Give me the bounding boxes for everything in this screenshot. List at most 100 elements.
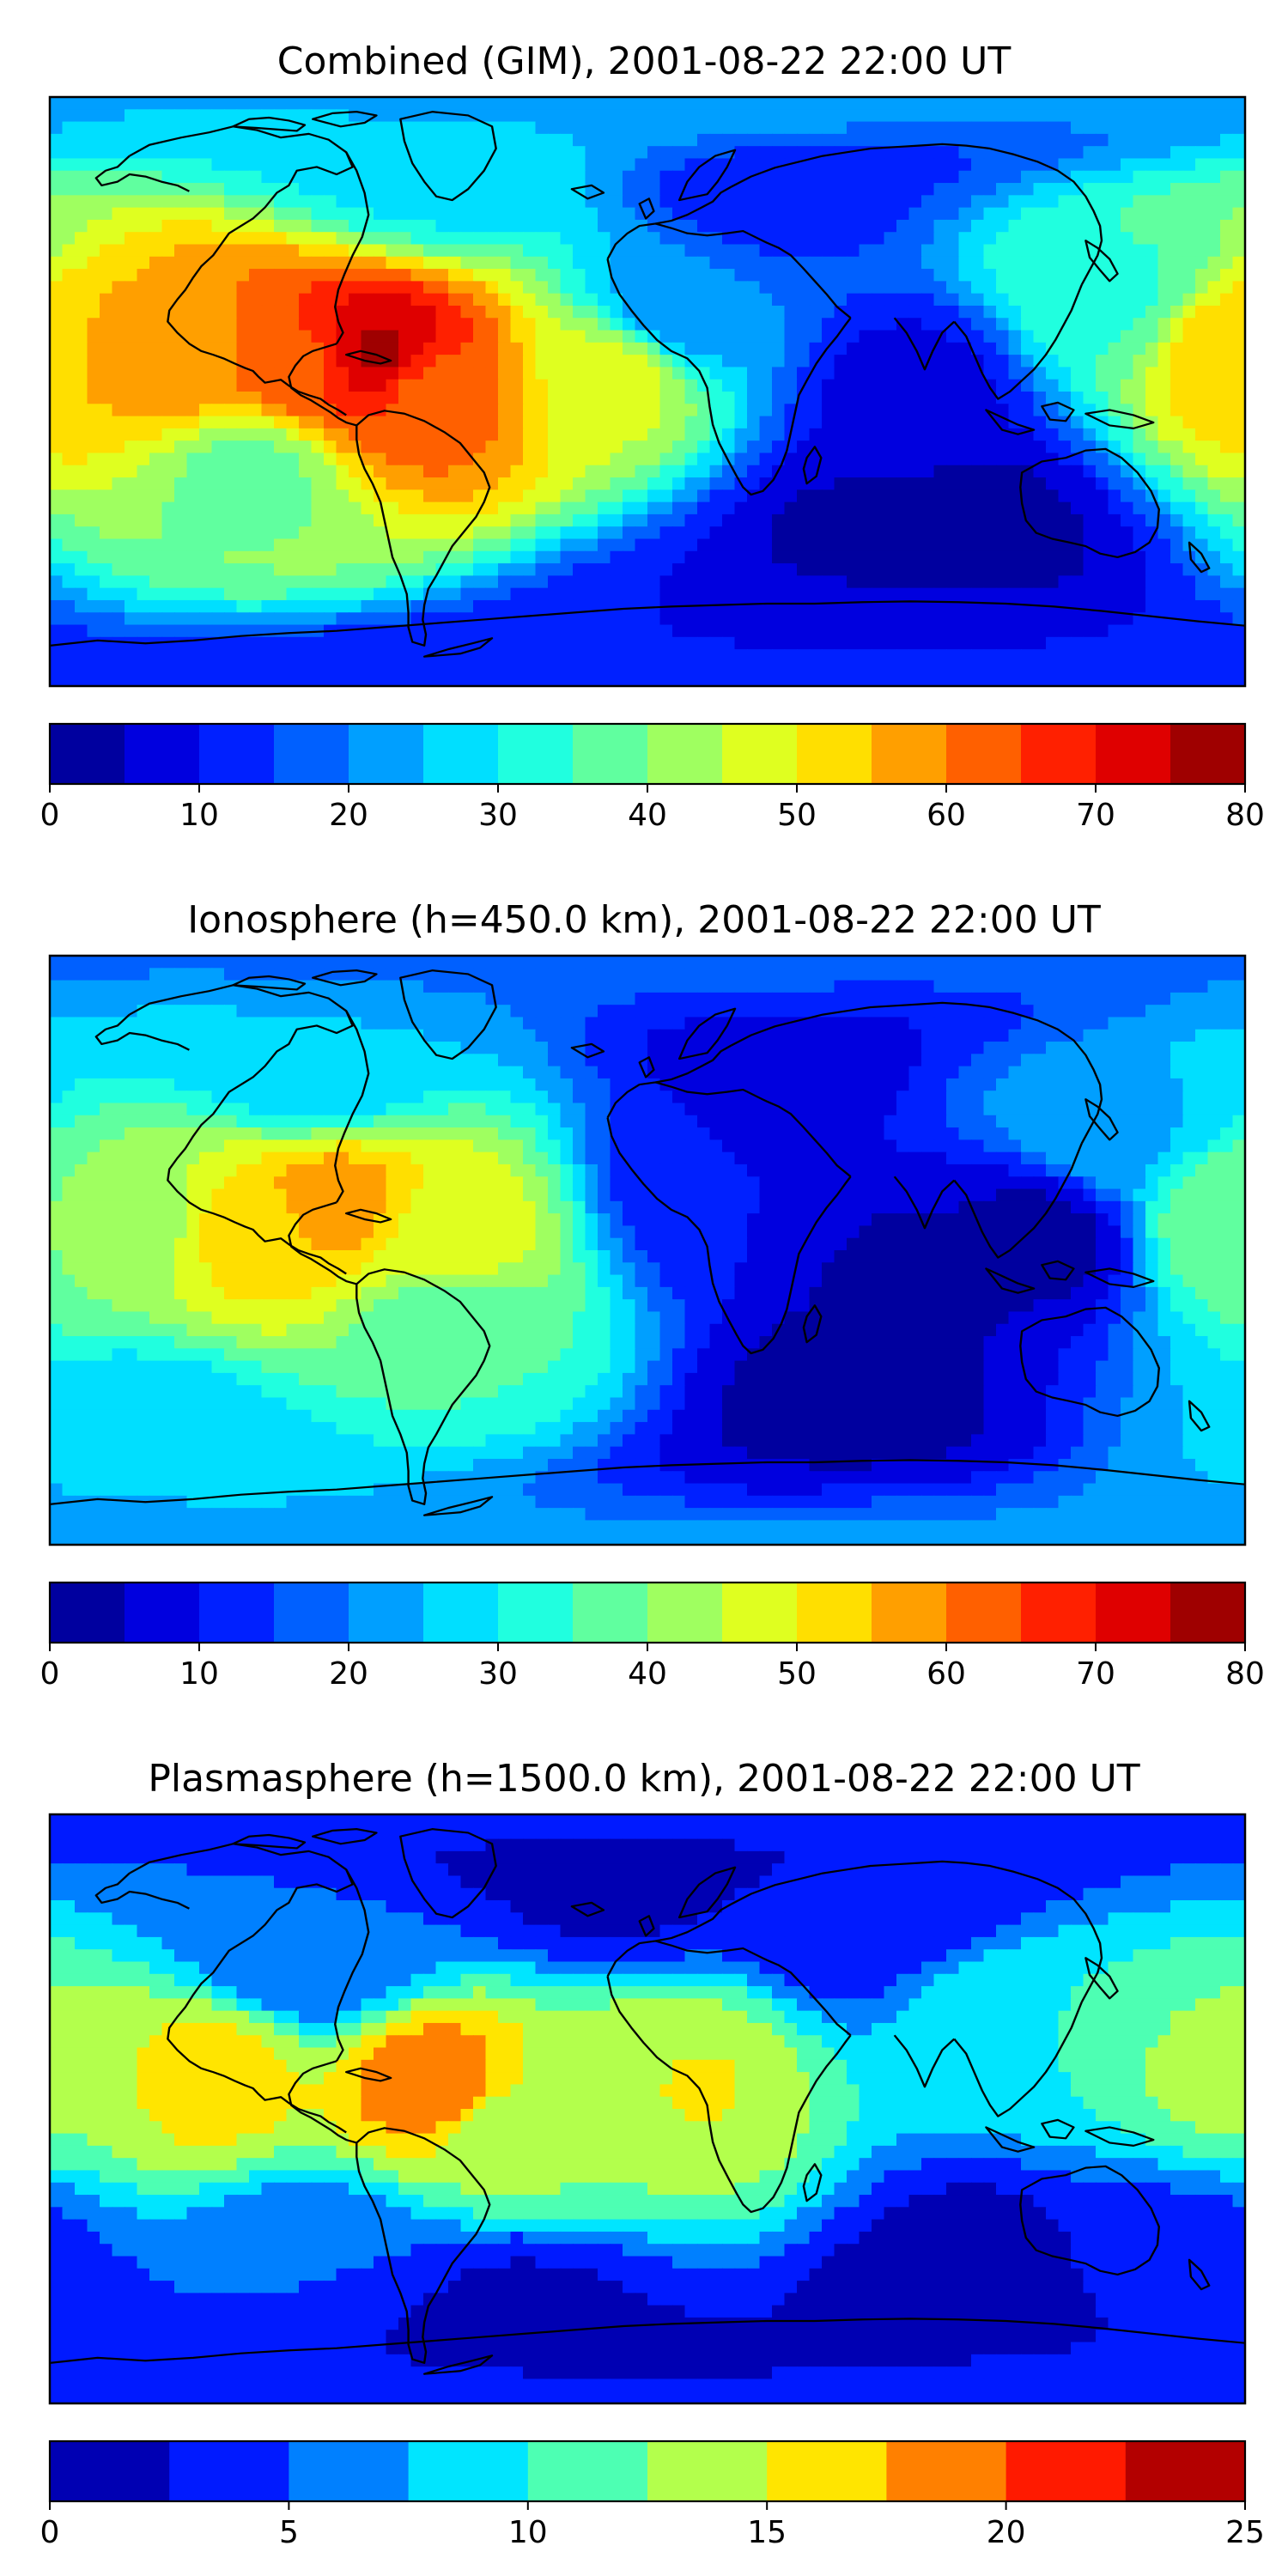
heat-cell bbox=[249, 305, 263, 319]
heat-cell bbox=[659, 661, 673, 675]
heat-cell bbox=[1071, 956, 1084, 969]
heat-cell bbox=[435, 305, 449, 319]
heat-cell bbox=[149, 281, 163, 295]
heat-cell bbox=[834, 465, 848, 478]
heat-cell bbox=[1108, 355, 1121, 368]
heat-cell bbox=[1170, 269, 1184, 283]
heat-cell bbox=[722, 195, 736, 209]
heat-cell bbox=[623, 207, 636, 221]
heat-cell bbox=[1121, 97, 1134, 111]
heat-cell bbox=[946, 158, 960, 172]
heat-cell bbox=[1220, 146, 1234, 160]
heat-cell bbox=[211, 183, 225, 197]
heat-cell bbox=[161, 97, 175, 111]
heat-cell bbox=[125, 513, 138, 528]
heat-cell bbox=[896, 563, 910, 577]
heat-cell bbox=[1157, 121, 1171, 135]
heat-cell bbox=[386, 587, 399, 601]
heat-cell bbox=[261, 513, 275, 528]
heat-cell bbox=[548, 281, 562, 295]
heat-cell bbox=[560, 661, 574, 675]
heat-cell bbox=[958, 538, 972, 552]
heat-cell bbox=[1046, 305, 1060, 319]
heat-cell bbox=[62, 453, 76, 466]
heat-cell bbox=[709, 649, 723, 663]
heat-cell bbox=[286, 355, 300, 368]
heat-cell bbox=[722, 513, 736, 528]
heat-cell bbox=[186, 636, 200, 650]
heat-cell bbox=[448, 624, 462, 638]
heat-cell bbox=[971, 538, 985, 552]
heat-cell bbox=[336, 538, 349, 552]
heat-cell bbox=[684, 318, 698, 331]
heat-cell bbox=[747, 612, 761, 626]
heat-cell bbox=[784, 599, 798, 614]
heat-cell bbox=[560, 305, 574, 319]
heat-cell bbox=[684, 121, 698, 135]
heat-cell bbox=[1170, 355, 1184, 368]
heat-cell bbox=[635, 281, 648, 295]
heat-cell bbox=[75, 956, 88, 969]
heat-cell bbox=[983, 624, 997, 638]
heat-cell bbox=[1232, 550, 1245, 564]
heat-cell bbox=[523, 526, 537, 540]
heat-cell bbox=[374, 477, 387, 491]
heat-cell bbox=[485, 624, 499, 638]
heat-cell bbox=[573, 649, 586, 663]
heat-cell bbox=[349, 367, 362, 380]
heat-cell bbox=[435, 330, 449, 343]
heat-cell bbox=[100, 404, 113, 417]
heat-cell bbox=[1157, 636, 1171, 650]
heat-cell bbox=[386, 392, 399, 405]
heat-cell bbox=[921, 489, 935, 503]
heat-cell bbox=[485, 109, 499, 123]
heat-cell bbox=[286, 636, 300, 650]
heat-cell bbox=[983, 244, 997, 258]
heat-cell bbox=[983, 661, 997, 675]
heat-cell bbox=[872, 465, 885, 478]
heat-cell bbox=[1157, 207, 1171, 221]
heat-cell bbox=[510, 587, 524, 601]
heat-cell bbox=[1207, 367, 1221, 380]
heat-cell bbox=[933, 636, 947, 650]
heat-cell bbox=[423, 526, 437, 540]
heat-cell bbox=[1033, 550, 1047, 564]
heat-cell bbox=[448, 158, 462, 172]
heat-cell bbox=[274, 392, 288, 405]
heat-cell bbox=[224, 649, 238, 663]
heat-cell bbox=[560, 133, 574, 147]
heat-cell bbox=[1220, 980, 1234, 993]
heat-cell bbox=[560, 256, 574, 270]
heat-cell bbox=[1133, 97, 1146, 111]
heat-cell bbox=[1046, 379, 1060, 392]
heat-cell bbox=[647, 538, 661, 552]
heat-cell bbox=[734, 673, 748, 686]
heat-cell bbox=[485, 170, 499, 184]
heat-cell bbox=[921, 550, 935, 564]
heat-cell bbox=[896, 133, 910, 147]
heat-cell bbox=[1096, 513, 1109, 528]
heat-cell bbox=[274, 170, 288, 184]
heat-cell bbox=[410, 587, 424, 601]
heat-cell bbox=[236, 133, 250, 147]
heat-cell bbox=[1033, 330, 1047, 343]
heat-cell bbox=[933, 281, 947, 295]
heat-cell bbox=[199, 318, 213, 331]
heat-cell bbox=[423, 477, 437, 491]
heat-cell bbox=[884, 550, 897, 564]
heat-cell bbox=[1232, 428, 1245, 441]
heat-cell bbox=[311, 636, 325, 650]
heat-cell bbox=[734, 109, 748, 123]
heat-cell bbox=[75, 207, 88, 221]
heat-cell bbox=[647, 968, 661, 981]
heat-cell bbox=[1195, 158, 1209, 172]
heat-cell bbox=[1033, 232, 1047, 246]
heat-cell bbox=[872, 244, 885, 258]
heat-cell bbox=[759, 158, 773, 172]
heat-cell bbox=[523, 256, 537, 270]
heat-cell bbox=[859, 97, 872, 111]
heat-cell bbox=[435, 244, 449, 258]
heat-cell bbox=[1182, 563, 1196, 577]
heat-cell bbox=[797, 305, 811, 319]
heat-cell bbox=[1157, 269, 1171, 283]
